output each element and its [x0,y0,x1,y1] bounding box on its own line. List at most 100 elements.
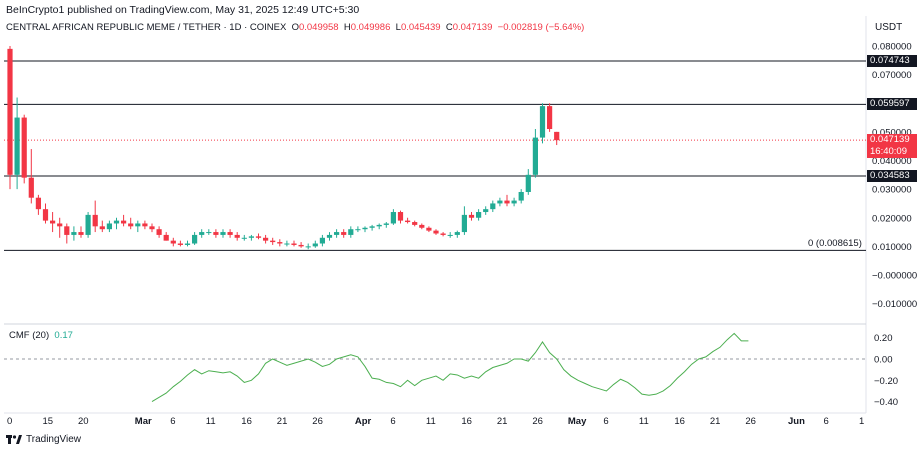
price-tick-label: 0.020000 [872,213,912,224]
price-tick-label: 0.010000 [872,242,912,253]
candle-body [376,224,382,227]
candle-body [468,214,475,218]
cmf-tick-label: 0.00 [874,355,893,366]
candle-body [405,220,411,223]
high-value: 0.049986 [350,22,391,33]
candle-body [21,117,27,178]
cmf-value: 0.17 [54,330,73,341]
candle-body [248,236,254,238]
symbol-legend: CENTRAL AFRICAN REPUBLIC MEME / TETHER ·… [6,22,584,33]
candle-body [291,243,297,245]
candle-body [419,224,425,228]
publisher-line: BeInCrypto1 published on TradingView.com… [6,4,360,16]
time-tick-label: 11 [426,416,436,427]
candle-body [99,226,105,230]
candle-body [85,214,91,235]
tradingview-brand: TradingView [26,434,82,445]
candle-body [78,232,84,235]
change-value: −0.002819 (−5.64%) [497,22,585,33]
candle-body [341,232,347,235]
level-price-tag: 0.034583 [867,170,917,182]
bar-countdown: 16:40:09 [870,146,907,158]
cmf-name: CMF (20) [9,330,50,341]
candle-body [348,229,354,235]
time-tick-label: Jun [788,416,805,427]
time-tick-label: 16 [674,416,685,427]
candle-body [397,212,404,221]
candle-body [355,229,361,231]
cmf-tick-label: −0.20 [874,376,898,387]
candle-body [277,242,283,244]
candle-body [7,48,13,175]
candle-body [461,214,467,233]
candle-body [177,243,183,245]
candle-body [220,232,226,235]
candle-body [270,240,276,243]
open-value: 0.049958 [298,22,339,33]
price-tick-label: −0.000000 [872,271,917,282]
candle-body [319,237,325,244]
time-tick-label: 26 [312,416,323,427]
time-tick-label: 26 [532,416,543,427]
time-tick-label: 21 [710,416,721,427]
candle-body [312,243,318,247]
time-tick-label: 20 [78,416,89,427]
candle-body [149,226,155,230]
candle-body [440,233,446,235]
candle-body [504,200,510,204]
last-price-value: 0.047139 [870,134,910,146]
time-tick-label: 15 [43,416,54,427]
candle-body [511,200,517,204]
price-tick-label: 0.030000 [872,185,912,196]
candle-body [554,131,560,141]
candle-body [71,232,77,235]
candle-body [199,232,205,235]
symbol-name: CENTRAL AFRICAN REPUBLIC MEME / TETHER ·… [6,22,287,33]
candle-body [518,191,524,201]
level-price-tag: 0.074743 [867,55,917,68]
time-tick-label: 26 [745,416,756,427]
currency-unit: USDT [875,22,903,33]
candle-body [227,232,233,235]
time-tick-label: 1 [859,416,864,427]
last-price-tag: 0.047139 16:40:09 [867,134,917,159]
candle-body [92,214,98,227]
price-tick-label: 0.050000 [872,127,912,138]
candle-body [447,234,453,236]
candle-body [433,230,439,234]
candle-body [284,243,290,245]
candle-body [128,223,134,227]
candle-body [192,234,198,244]
price-tick-label: 0.070000 [872,70,912,81]
candle-body [369,226,375,228]
candle-body [142,223,148,227]
candle-body [14,117,20,175]
candle-body [28,177,34,198]
candle-body [383,223,389,225]
candle-body [476,212,482,218]
candle-body [113,220,120,224]
candle-body [426,227,432,231]
candle-body [170,240,176,244]
time-tick-label: 6 [390,416,395,427]
candle-body [412,222,418,225]
candle-body [454,232,460,235]
time-tick-label: 11 [206,416,216,427]
candle-body [298,244,304,247]
time-tick-label: 0 [7,416,12,427]
tradingview-logo-icon [6,435,22,444]
candle-body [255,236,262,238]
candle-body [490,203,496,210]
candle-body [57,223,63,227]
candle-body [121,220,127,224]
candle-body [305,246,311,248]
candle-body [483,209,489,213]
time-tick-label: Mar [135,416,152,427]
candle-body [539,106,546,138]
high-label: H [343,22,351,33]
cmf-tick-label: 0.20 [874,333,893,344]
candle-body [135,223,141,227]
candle-body [390,212,396,224]
candle-body [241,237,247,239]
